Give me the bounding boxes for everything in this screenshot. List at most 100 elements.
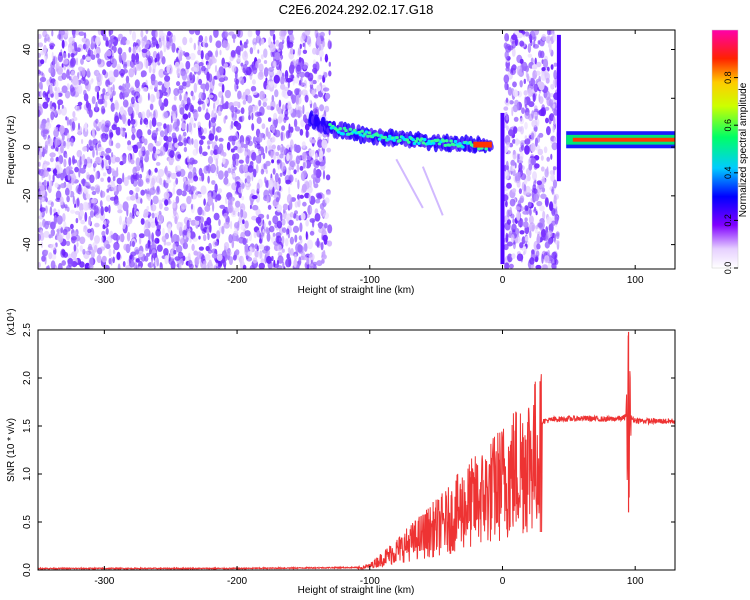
noise-mark: [299, 194, 305, 199]
noise-mark: [200, 185, 207, 195]
noise-mark: [124, 81, 131, 89]
noise-mark: [50, 229, 54, 239]
noise-mark: [505, 112, 508, 116]
noise-mark: [105, 40, 109, 47]
noise-mark: [534, 228, 538, 234]
noise-mark: [211, 110, 214, 118]
noise-mark: [188, 164, 194, 172]
y-tick-label: 40: [22, 44, 33, 56]
noise-mark: [251, 151, 257, 161]
noise-mark: [87, 228, 92, 234]
noise-mark: [315, 198, 321, 204]
noise-mark: [519, 197, 524, 203]
noise-mark: [323, 71, 328, 78]
noise-mark: [293, 118, 298, 128]
noise-mark: [248, 105, 254, 113]
noise-mark: [201, 228, 207, 234]
noise-mark: [511, 223, 517, 233]
y-tick-label: -20: [22, 188, 33, 203]
noise-mark: [49, 45, 54, 50]
noise-mark: [111, 58, 117, 69]
noise-mark: [66, 69, 70, 79]
noise-mark: [178, 134, 182, 143]
spectrogram-frame: [37, 29, 676, 270]
noise-mark: [269, 43, 276, 53]
noise-mark: [76, 149, 83, 158]
noise-mark: [93, 204, 99, 214]
noise-mark: [93, 244, 98, 253]
noise-mark: [245, 136, 251, 145]
noise-mark: [271, 144, 276, 150]
noise-mark: [312, 67, 318, 74]
noise-mark: [140, 146, 145, 151]
noise-mark: [548, 99, 554, 108]
noise-mark: [190, 231, 196, 240]
noise-mark: [319, 203, 325, 210]
noise-mark: [62, 213, 66, 222]
noise-mark: [266, 180, 269, 188]
noise-gap: [502, 30, 561, 269]
noise-mark: [202, 86, 206, 94]
edge-mark: [556, 34, 561, 182]
noise-mark: [121, 83, 126, 92]
noise-mark: [43, 44, 47, 54]
noise-mark: [90, 36, 94, 46]
noise-mark: [213, 212, 220, 221]
noise-mark: [48, 252, 53, 260]
noise-mark: [84, 211, 88, 222]
noise-mark: [514, 99, 519, 107]
noise-mark: [258, 132, 263, 143]
noise-mark: [523, 183, 527, 192]
colorbar-tick-label: 0.0: [723, 262, 733, 275]
noise-mark: [299, 79, 302, 86]
noise-mark: [312, 47, 317, 55]
noise-mark: [112, 249, 116, 255]
noise-mark: [236, 122, 242, 131]
noise-mark: [167, 31, 172, 36]
noise-mark: [101, 230, 106, 237]
noise-mark: [57, 99, 64, 106]
noise-mark: [244, 88, 251, 96]
noise-mark: [527, 204, 530, 210]
noise-mark: [506, 182, 512, 189]
noise-mark: [309, 99, 312, 105]
noise-mark: [231, 239, 235, 249]
noise-mark: [276, 159, 281, 164]
noise-mark: [108, 30, 114, 35]
noise-mark: [218, 143, 224, 151]
noise-mark: [180, 202, 187, 210]
noise-mark: [117, 209, 123, 214]
noise-mark: [161, 235, 167, 243]
x-tick-label: -300: [94, 275, 114, 286]
noise-mark: [110, 168, 115, 173]
noise-mark: [128, 68, 135, 78]
noise-mark: [209, 163, 217, 174]
noise-mark: [197, 44, 201, 52]
noise-mark: [187, 179, 190, 186]
noise-mark: [319, 149, 324, 159]
noise-mark: [119, 106, 125, 115]
noise-mark: [265, 145, 268, 154]
signal-mark: [447, 143, 452, 147]
noise-mark: [72, 34, 76, 39]
noise-mark: [95, 118, 99, 124]
noise-mark: [135, 157, 141, 167]
noise-mark: [125, 39, 130, 45]
noise-mark: [106, 188, 110, 193]
noise-mark: [112, 90, 116, 96]
noise-mark: [306, 35, 312, 45]
noise-mark: [214, 196, 218, 203]
noise-mark: [182, 51, 186, 56]
noise-mark: [95, 101, 98, 111]
noise-mark: [326, 135, 330, 144]
noise-mark: [155, 149, 161, 154]
noise-mark: [95, 171, 98, 180]
noise-mark: [193, 139, 199, 149]
noise-mark: [259, 238, 262, 244]
noise-mark: [172, 113, 177, 122]
noise-mark: [140, 70, 147, 77]
noise-mark: [513, 154, 517, 159]
noise-mark: [309, 262, 316, 269]
noise-mark: [187, 174, 193, 179]
noise-mark: [57, 103, 61, 111]
